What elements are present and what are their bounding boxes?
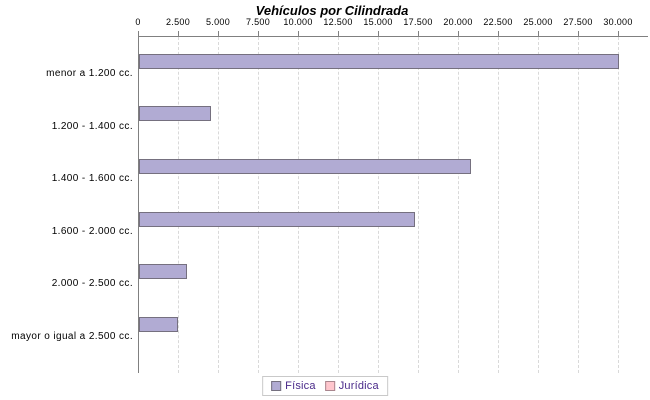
x-tick-mark [258,31,259,36]
x-tick-label: 25.000 [523,17,553,27]
x-tick-label: 0 [135,17,141,27]
legend-label-fisica: Física [285,380,316,392]
fisica-bar [139,159,471,174]
fisica-bar [139,317,178,332]
x-tick-label: 12.500 [323,17,353,27]
category-label: 1.400 - 1.600 cc. [51,173,133,184]
x-tick-label: 17.500 [403,17,433,27]
vertical-gridline [378,37,379,373]
x-tick-mark [578,31,579,36]
x-tick-label: 22.500 [483,17,513,27]
legend-label-juridica: Jurídica [338,380,379,392]
x-tick-mark [618,31,619,36]
x-tick-mark [218,31,219,36]
vertical-gridline [498,37,499,373]
fisica-bar [139,106,211,121]
x-tick-label: 2.500 [165,17,191,27]
vertical-gridline [538,37,539,373]
x-tick-label: 5.000 [205,17,231,27]
x-axis-line [138,36,648,37]
fisica-bar [139,264,187,279]
fisica-swatch-icon [271,381,282,391]
x-tick-mark [298,31,299,36]
x-tick-mark [458,31,459,36]
legend: Física Jurídica [262,376,388,396]
category-label: 1.200 - 1.400 cc. [51,121,133,132]
x-tick-label: 30.000 [603,17,633,27]
chart-title: Vehículos por Cilindrada [255,3,409,18]
x-tick-label: 7.500 [245,17,271,27]
juridica-swatch-icon [324,381,335,391]
category-label: mayor o igual a 2.500 cc. [11,331,133,342]
fisica-bar [139,212,415,227]
x-tick-mark [378,31,379,36]
vertical-gridline [178,37,179,373]
category-label: 2.000 - 2.500 cc. [51,278,133,289]
vertical-gridline [258,37,259,373]
legend-item-fisica: Física [271,380,316,392]
category-label: menor a 1.200 cc. [46,68,133,79]
category-label: 1.600 - 2.000 cc. [51,226,133,237]
vertical-gridline [298,37,299,373]
x-tick-label: 20.000 [443,17,473,27]
x-tick-mark [138,31,139,36]
vertical-gridline [578,37,579,373]
x-tick-label: 10.000 [283,17,313,27]
fisica-bar [139,54,619,69]
x-tick-mark [338,31,339,36]
vertical-gridline [458,37,459,373]
vertical-gridline [338,37,339,373]
x-tick-mark [178,31,179,36]
vertical-gridline [418,37,419,373]
x-tick-mark [418,31,419,36]
legend-item-juridica: Jurídica [324,380,379,392]
x-tick-label: 27.500 [563,17,593,27]
x-tick-mark [498,31,499,36]
x-tick-label: 15.000 [363,17,393,27]
x-tick-mark [538,31,539,36]
y-axis-line [138,36,139,373]
vertical-gridline [618,37,619,373]
vertical-gridline [218,37,219,373]
